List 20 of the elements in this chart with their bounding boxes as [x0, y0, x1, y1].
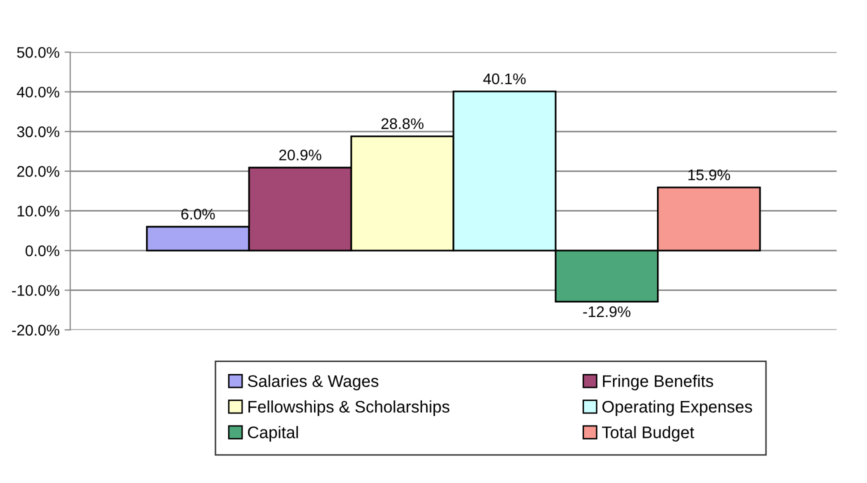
y-tick-label: -20.0%: [12, 324, 60, 336]
y-tick-label: 20.0%: [17, 166, 60, 177]
legend-label: Capital: [248, 426, 298, 442]
y-tick-label: 50.0%: [17, 47, 60, 58]
legend-label: Fringe Benefits: [603, 374, 714, 390]
y-tick-label: 10.0%: [18, 206, 60, 217]
data-label: 6.0%: [181, 208, 215, 220]
y-tick-label: 30.0%: [17, 126, 60, 138]
legend-label: Fellowships & Scholarships: [248, 400, 450, 416]
legend-label: Operating Expenses: [602, 400, 752, 416]
data-label: -12.9%: [583, 306, 630, 318]
legend-label: Salaries & Wages: [248, 374, 378, 390]
legend-label: Total Budget: [602, 426, 694, 442]
data-label: 40.1%: [483, 73, 526, 84]
y-tick-label: -10.0%: [12, 285, 60, 296]
data-label: 15.9%: [688, 169, 730, 180]
y-tick-label: 40.0%: [16, 86, 60, 98]
data-label: 28.8%: [381, 118, 424, 130]
data-label: 20.9%: [279, 150, 322, 160]
y-tick-label: 0.0%: [26, 245, 60, 256]
